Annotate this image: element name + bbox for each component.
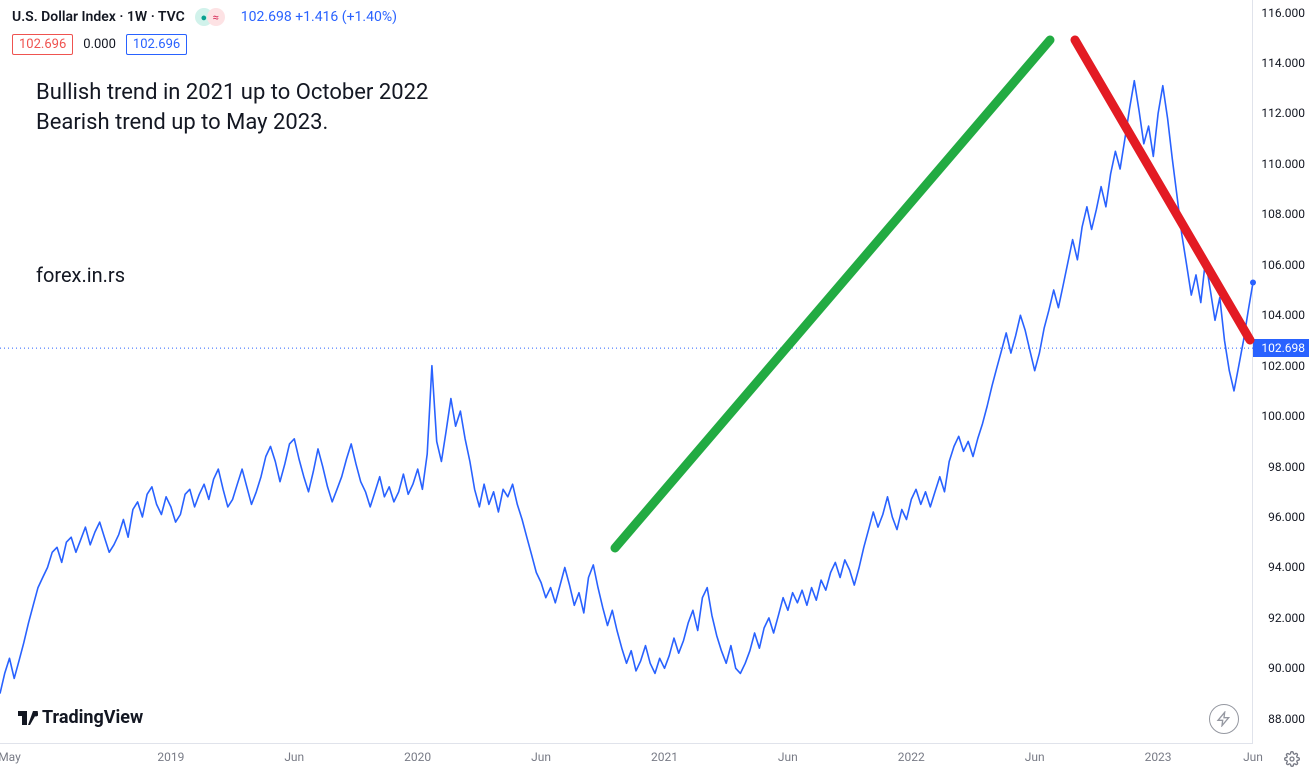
price-series-line[interactable]: [0, 81, 1253, 694]
bullish-trend-line[interactable]: [615, 40, 1050, 548]
last-price-dot: [1250, 279, 1256, 285]
chart-canvas[interactable]: [0, 0, 1309, 774]
